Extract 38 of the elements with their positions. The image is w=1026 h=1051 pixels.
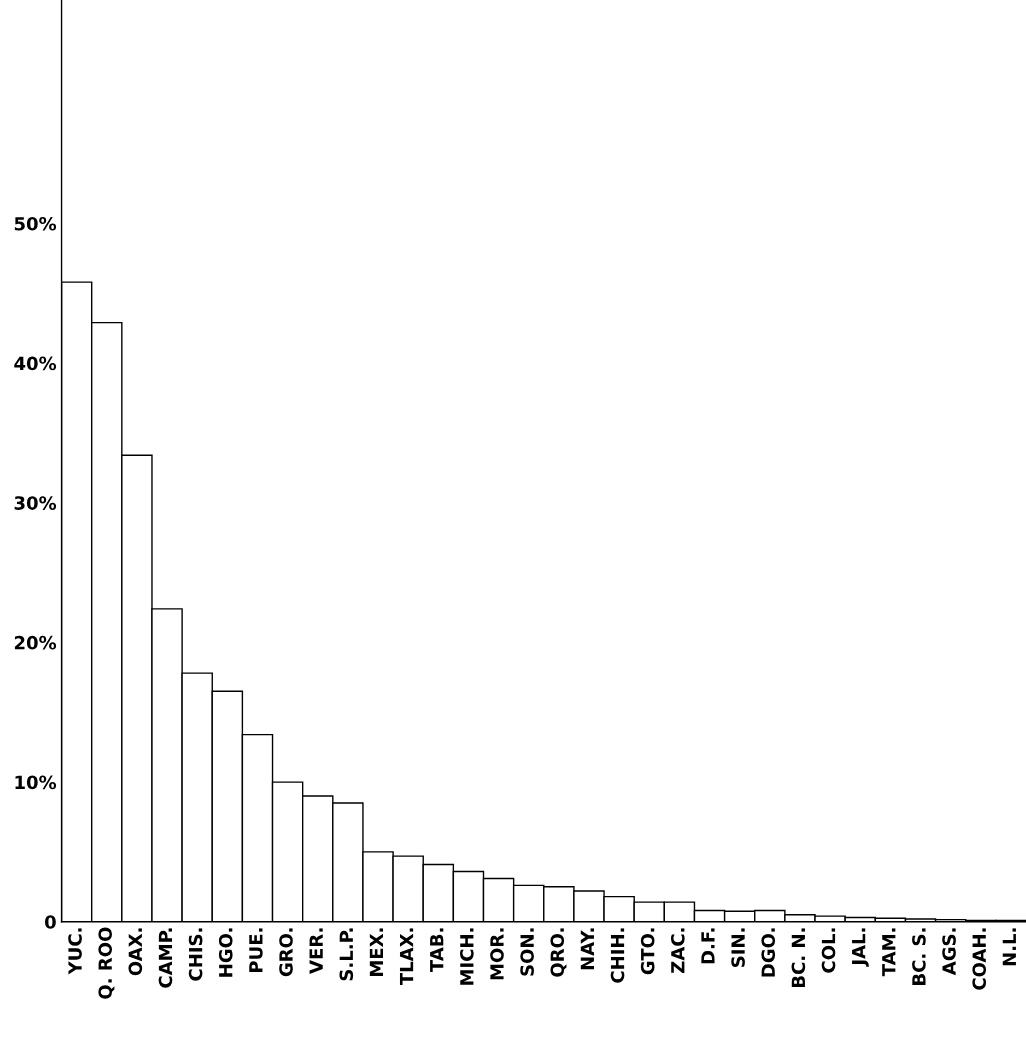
x-tick-label: YUC. [68, 928, 82, 975]
x-tick-label: COL. [821, 928, 836, 973]
x-tick-label: N.L. [1002, 928, 1016, 966]
y-tick-label: 0 [45, 915, 56, 929]
x-tick-label: COAH. [972, 928, 987, 990]
x-tick-label: CHIS. [188, 928, 203, 981]
x-tick-label: HGO. [218, 928, 233, 977]
x-tick-label: GRO. [279, 928, 293, 977]
x-tick-label: BC. S. [912, 928, 926, 985]
x-tick-label: BC. N. [791, 928, 806, 988]
x-tick-label: SIN. [731, 928, 745, 967]
x-tick-label: CAMP. [158, 928, 173, 988]
x-tick-label: D.F. [701, 928, 715, 964]
x-tick-label: TAM. [882, 928, 896, 977]
y-tick-label: 30% [14, 496, 57, 510]
y-tick-label: 40% [14, 356, 57, 371]
x-tick-label: ZAC. [670, 928, 685, 973]
x-tick-label: Q. ROO [98, 927, 115, 999]
y-tick-label: 50% [14, 216, 57, 231]
x-tick-label: TAB. [430, 928, 444, 973]
x-tick-label: SON. [520, 928, 534, 976]
x-tick-label: TLAX. [399, 928, 414, 986]
x-tick-label: DGO. [761, 928, 776, 977]
x-tick-label: MOR. [490, 928, 504, 980]
x-tick-label: QRO. [550, 928, 567, 977]
x-tick-label: S.L.P. [339, 928, 354, 981]
x-tick-label: MEX. [369, 928, 383, 977]
x-tick-label: OAX. [128, 928, 143, 976]
y-tick-label: 10% [15, 775, 57, 790]
x-tick-label: VER. [309, 928, 323, 974]
x-tick-label: PUE. [249, 928, 263, 973]
x-tick-label: AGS. [942, 928, 956, 976]
y-tick-label: 20% [14, 635, 57, 650]
x-tick-label: JAL. [852, 928, 869, 967]
x-tick-label: GTO. [640, 928, 655, 975]
x-tick-label: NAY. [580, 928, 594, 970]
x-tick-label: MICH. [460, 928, 474, 985]
x-tick-label: CHIH. [610, 928, 625, 983]
